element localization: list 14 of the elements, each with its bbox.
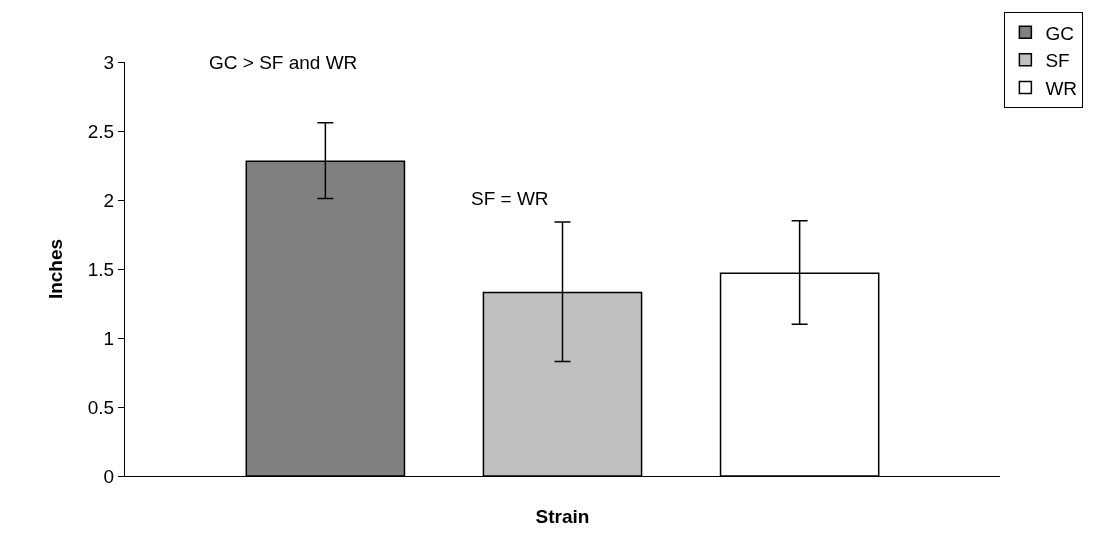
legend-label: SF [1045, 50, 1070, 72]
y-tick-label: 0.5 [87, 396, 115, 418]
legend-label: WR [1045, 77, 1078, 99]
y-axis-title: Inches [44, 238, 66, 300]
y-tick-label: 0 [103, 465, 115, 487]
annotation: GC > SF and WR [209, 52, 358, 73]
annotation: SF = WR [471, 188, 549, 209]
y-tick-label: 2.5 [87, 120, 115, 142]
y-tick-label: 1 [103, 327, 115, 349]
x-axis-title: Strain [535, 506, 590, 528]
legend-label: GC [1045, 22, 1074, 44]
y-tick-label: 2 [103, 189, 115, 211]
y-tick-label: 1.5 [87, 258, 115, 280]
y-tick-label: 3 [103, 51, 115, 73]
